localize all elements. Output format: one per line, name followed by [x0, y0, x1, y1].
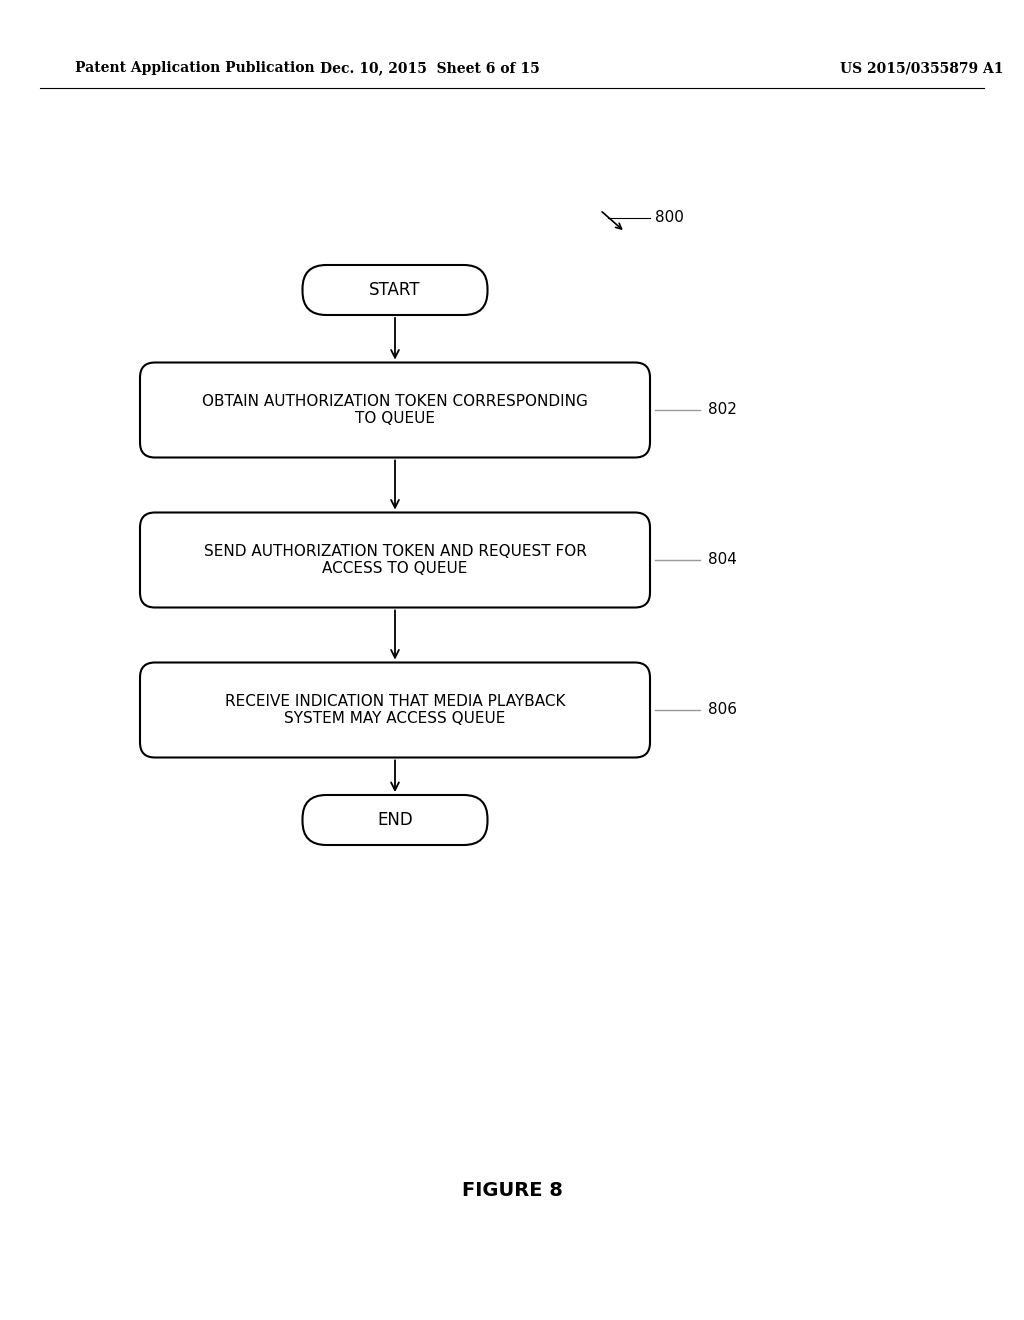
Text: 804: 804 — [708, 553, 737, 568]
FancyBboxPatch shape — [140, 663, 650, 758]
Text: 802: 802 — [708, 403, 737, 417]
Text: SEND AUTHORIZATION TOKEN AND REQUEST FOR
ACCESS TO QUEUE: SEND AUTHORIZATION TOKEN AND REQUEST FOR… — [204, 544, 587, 577]
FancyBboxPatch shape — [302, 265, 487, 315]
Text: END: END — [377, 810, 413, 829]
Text: OBTAIN AUTHORIZATION TOKEN CORRESPONDING
TO QUEUE: OBTAIN AUTHORIZATION TOKEN CORRESPONDING… — [202, 393, 588, 426]
Text: 806: 806 — [708, 702, 737, 718]
Text: US 2015/0355879 A1: US 2015/0355879 A1 — [840, 61, 1004, 75]
FancyBboxPatch shape — [140, 512, 650, 607]
Text: RECEIVE INDICATION THAT MEDIA PLAYBACK
SYSTEM MAY ACCESS QUEUE: RECEIVE INDICATION THAT MEDIA PLAYBACK S… — [224, 694, 565, 726]
Text: Patent Application Publication: Patent Application Publication — [75, 61, 314, 75]
FancyBboxPatch shape — [302, 795, 487, 845]
Text: FIGURE 8: FIGURE 8 — [462, 1180, 562, 1200]
FancyBboxPatch shape — [140, 363, 650, 458]
Text: START: START — [370, 281, 421, 300]
Text: Dec. 10, 2015  Sheet 6 of 15: Dec. 10, 2015 Sheet 6 of 15 — [321, 61, 540, 75]
Text: 800: 800 — [655, 210, 684, 226]
